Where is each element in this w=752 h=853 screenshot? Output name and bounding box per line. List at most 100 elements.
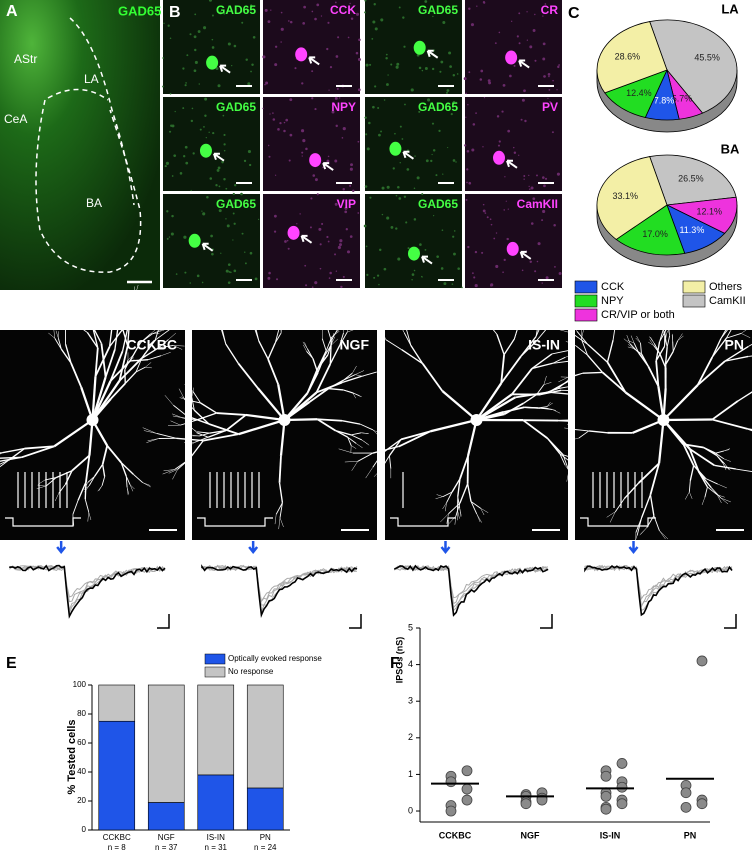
dendrite — [101, 445, 109, 465]
speckle — [228, 270, 231, 273]
speckle — [349, 184, 352, 187]
dendrite — [609, 511, 616, 523]
slice-label: 28.6% — [615, 52, 641, 62]
dendrite — [747, 428, 752, 431]
dendrite — [696, 360, 726, 386]
y-tick-label: 5 — [408, 622, 413, 632]
speckle — [466, 168, 469, 171]
speckle — [410, 88, 414, 92]
dendrite — [569, 320, 578, 332]
speckle — [495, 264, 499, 269]
dendrite — [357, 452, 374, 462]
dendrite — [466, 419, 478, 457]
speckle — [405, 221, 408, 224]
dendrite — [328, 387, 344, 391]
dendrite — [147, 355, 162, 361]
dendrite — [169, 323, 182, 331]
dendrite — [723, 449, 730, 452]
dendrite — [274, 329, 280, 344]
dendrite — [640, 353, 649, 367]
dendrite — [612, 323, 617, 341]
dendrite — [723, 458, 731, 462]
sample-size: n = 31 — [205, 843, 228, 852]
dendrite — [162, 469, 175, 475]
speckle — [240, 10, 243, 13]
speckle — [552, 79, 554, 82]
dendrite — [351, 461, 358, 471]
dendrite — [274, 514, 277, 525]
data-point — [600, 803, 612, 815]
dendrite — [581, 328, 585, 340]
speckle — [252, 35, 256, 39]
speckle — [169, 130, 172, 133]
speckle — [267, 20, 271, 24]
dendrite — [388, 455, 392, 469]
dendrite — [321, 338, 327, 352]
speckle — [174, 110, 176, 113]
speckle — [232, 239, 234, 241]
dendrite — [341, 420, 361, 425]
dendrite — [480, 508, 485, 516]
legend-label: Optically evoked response — [228, 654, 322, 663]
speckle — [277, 128, 280, 131]
data-point — [600, 790, 612, 802]
speckle — [430, 159, 433, 163]
speckle — [498, 140, 501, 143]
dendrite — [441, 390, 478, 421]
y-axis-label: IPSGs (nS) — [394, 637, 404, 684]
dendrite — [466, 483, 472, 502]
dendrite — [48, 332, 55, 339]
dendrite — [701, 497, 706, 506]
x-tick-label: CCKBC — [439, 830, 472, 840]
dendrite — [682, 443, 695, 466]
speckle — [383, 267, 387, 271]
speckle — [254, 277, 258, 281]
speckle — [211, 46, 215, 49]
dendrite — [306, 372, 319, 394]
dendrite — [338, 448, 354, 454]
speckle — [191, 107, 194, 110]
dendrite — [587, 354, 604, 373]
dendrite — [667, 327, 670, 336]
speckle — [316, 3, 320, 7]
speckle — [365, 245, 368, 248]
dendrite — [503, 338, 515, 355]
dendrite — [0, 459, 9, 465]
dendrite — [649, 339, 654, 346]
dendrite — [125, 296, 129, 310]
speckle — [414, 155, 416, 157]
dendrite — [145, 362, 152, 368]
dendrite — [330, 338, 338, 346]
speckle — [386, 185, 390, 189]
dendrite — [722, 463, 727, 469]
dendrite — [124, 361, 130, 370]
current-trace — [201, 564, 358, 619]
dendrite — [161, 352, 171, 356]
dendrite — [278, 455, 282, 483]
speckle — [217, 166, 221, 170]
dendrite — [672, 340, 679, 352]
current-trace — [394, 565, 548, 612]
dendrite — [181, 396, 189, 401]
speckle — [551, 131, 554, 134]
dendrite — [457, 496, 461, 509]
cell-body — [407, 246, 420, 261]
speckle — [311, 10, 314, 13]
speckle — [397, 257, 401, 261]
dendrite — [54, 337, 62, 350]
speckle — [411, 273, 415, 276]
dendrite — [735, 311, 744, 323]
slice-label: 33.1% — [613, 191, 639, 201]
dendrite — [64, 344, 72, 364]
dendrite — [129, 484, 135, 490]
dendrite — [531, 362, 553, 370]
dendrite — [578, 430, 590, 439]
current-trace — [394, 564, 549, 605]
legend-swatch — [204, 666, 226, 678]
dendrite — [662, 325, 665, 334]
bar-segment — [98, 684, 136, 722]
dendrite — [671, 334, 673, 342]
dendrite — [164, 395, 174, 406]
dendrite — [94, 302, 101, 312]
speckle — [302, 22, 306, 25]
